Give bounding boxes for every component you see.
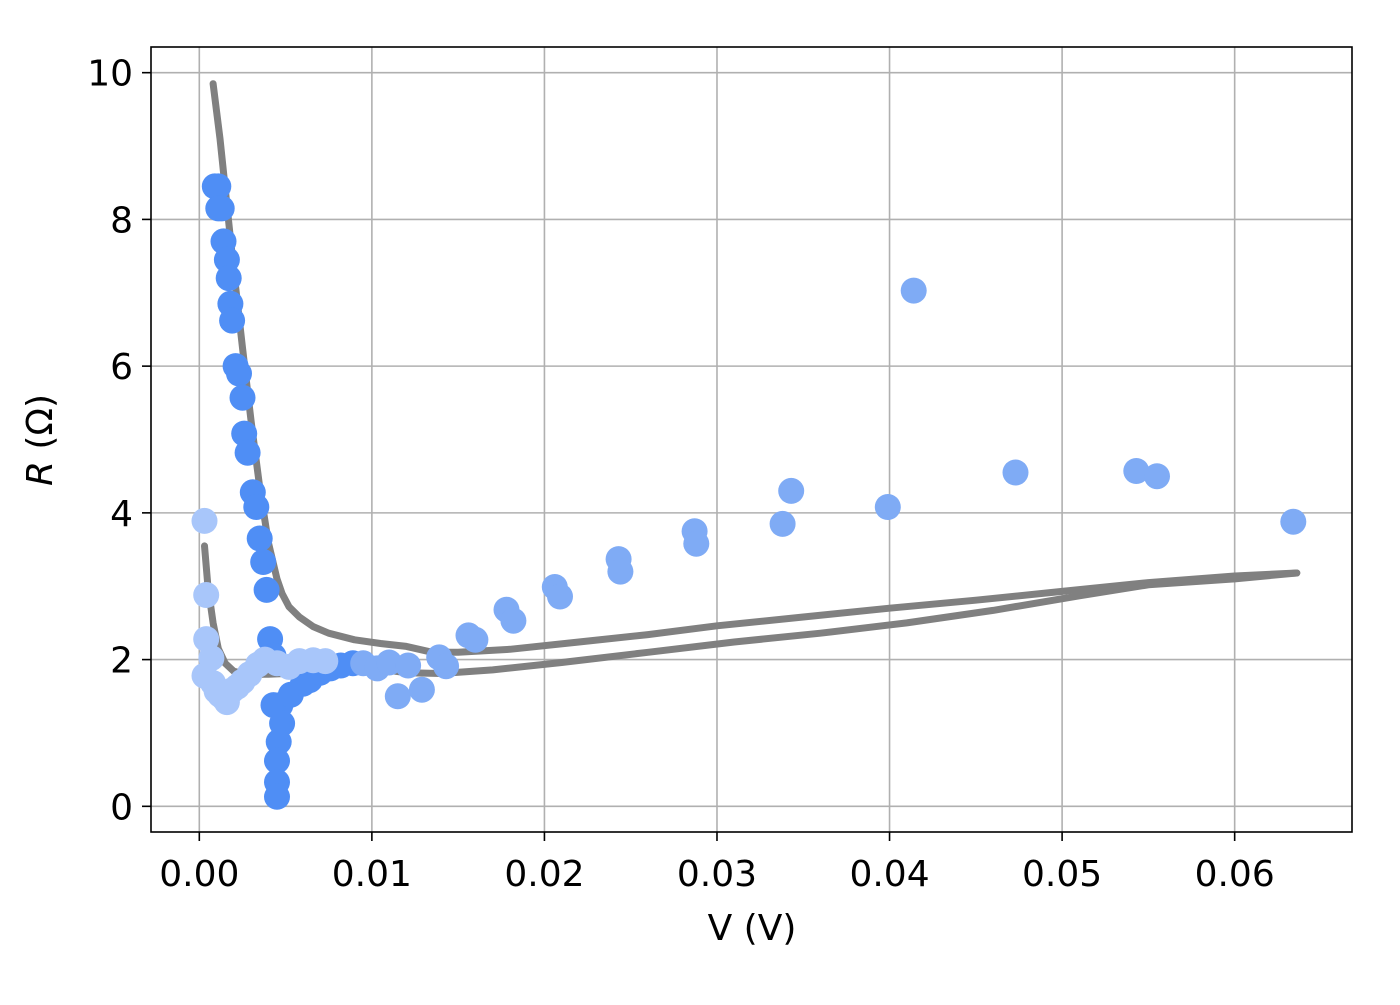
x-axis-ticks: 0.00 0.01 0.02 0.03 0.04 0.05 0.06 <box>159 832 1275 895</box>
x-tick-label: 0.02 <box>504 854 584 895</box>
data-point <box>229 384 256 411</box>
y-axis-label-unit: (Ω) <box>20 394 61 450</box>
data-point <box>462 626 489 653</box>
data-point <box>208 195 235 222</box>
grid <box>151 47 1352 832</box>
data-point <box>215 265 242 292</box>
data-point <box>250 549 277 575</box>
y-tick-label: 4 <box>110 494 133 535</box>
y-tick-label: 10 <box>87 54 133 95</box>
data-point <box>607 558 634 585</box>
y-tick-label: 6 <box>110 347 133 388</box>
data-point <box>769 510 796 537</box>
y-tick-label: 2 <box>110 641 133 682</box>
y-tick-label: 8 <box>110 200 133 241</box>
data-point <box>874 494 901 520</box>
data-point <box>265 728 292 755</box>
data-point <box>433 653 460 680</box>
x-tick-label: 0.06 <box>1195 854 1275 895</box>
x-tick-label: 0.01 <box>332 854 412 895</box>
data-point <box>219 307 246 334</box>
data-point <box>547 583 573 610</box>
data-point <box>193 582 220 608</box>
plot-frame <box>150 46 1353 833</box>
data-point <box>384 683 411 710</box>
data-point <box>395 652 422 679</box>
data-point <box>205 173 232 200</box>
data-point <box>1280 508 1307 535</box>
y-axis-ticks: 0 2 4 6 8 10 <box>87 54 151 828</box>
data-point <box>226 360 252 387</box>
y-axis-label-var: R <box>20 461 61 486</box>
data-point <box>778 477 805 504</box>
data-point <box>243 494 270 520</box>
y-axis-label: R (Ω) <box>20 394 61 486</box>
data-point <box>312 648 339 675</box>
y-tick-label: 0 <box>110 787 133 828</box>
x-tick-label: 0.04 <box>849 854 929 895</box>
data-point <box>683 530 710 557</box>
data-point <box>246 525 273 552</box>
data-points <box>191 173 1307 810</box>
x-tick-label: 0.03 <box>677 854 757 895</box>
data-point <box>198 645 225 672</box>
data-point <box>1002 459 1029 486</box>
fit-lines <box>201 80 1301 678</box>
fit-branch-upper <box>209 80 1301 656</box>
data-point <box>264 747 290 774</box>
data-point <box>253 576 280 603</box>
x-axis-label: V (V) <box>708 908 797 949</box>
data-point <box>500 607 527 634</box>
data-point <box>900 277 927 304</box>
data-point <box>1144 463 1170 490</box>
data-point <box>234 439 261 466</box>
data-point <box>264 783 290 810</box>
data-point <box>408 676 435 703</box>
data-point <box>1123 458 1150 484</box>
x-tick-label: 0.00 <box>159 854 239 895</box>
x-tick-label: 0.05 <box>1022 854 1102 895</box>
data-point <box>191 507 218 534</box>
